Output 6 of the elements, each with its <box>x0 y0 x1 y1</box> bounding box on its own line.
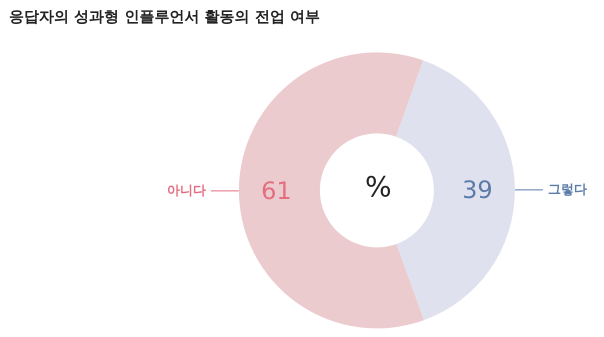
chart-title: 응답자의 성과형 인플루언서 활동의 전업 여부 <box>9 8 320 26</box>
slice-label: 아니다 <box>166 183 206 198</box>
data-label: 39 <box>462 176 493 204</box>
data-label: 61 <box>261 176 292 205</box>
slice-label: 그렇다 <box>548 182 587 198</box>
text: % <box>365 170 392 204</box>
